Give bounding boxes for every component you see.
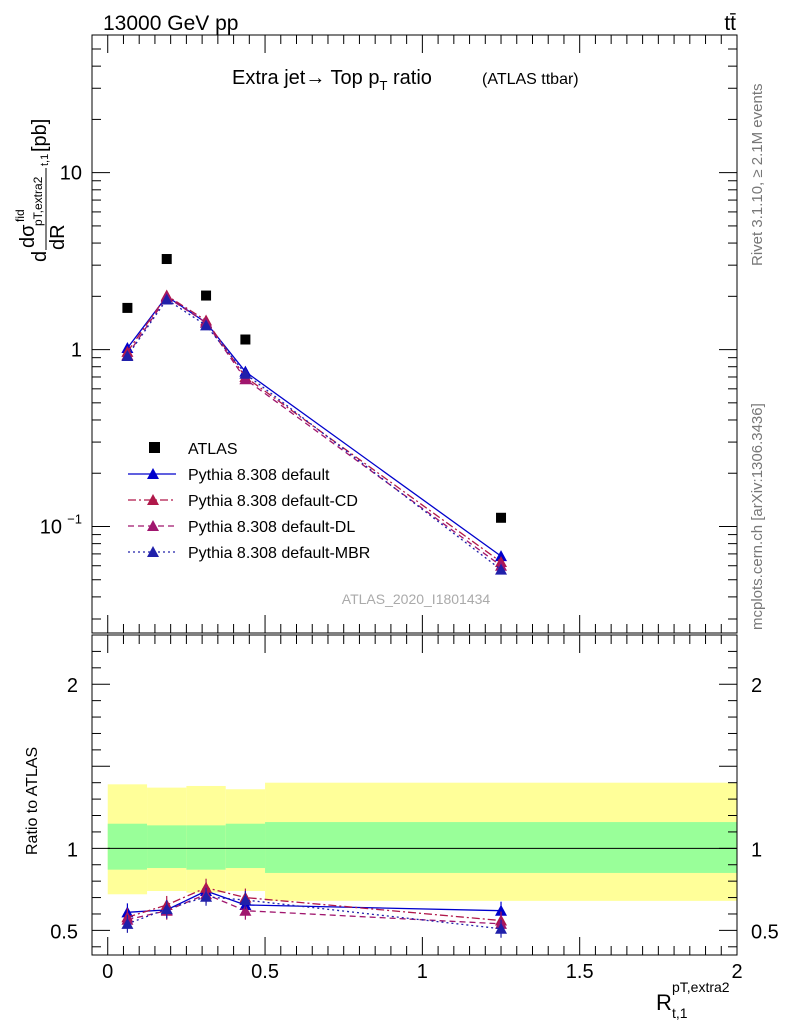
legend-entry: Pythia 8.308 default-CD [128,493,358,510]
series-point [495,550,508,562]
main-y-axis-label: d dσ fid pT,extra2 t,1 dR [pb] [13,119,69,262]
x-tick-label: 0.5 [251,961,279,983]
x-label-sub: t,1 [672,1005,688,1021]
final-state-label: tt̄ [724,12,736,35]
main-panel: 10 −1 1 10 Extra jet→ Top pT ratio (ATLAS t… [13,34,738,634]
x-tick-label: 1 [417,961,428,983]
ratio-series-pythia-8-308-default-mbr [121,887,508,938]
ratio-series-point [239,894,252,906]
series-pythia-8-308-default-mbr [121,293,508,575]
y-label-sub: pT,extra2 [31,176,45,226]
ratio-series-point [121,917,134,929]
x-tick-label: 0 [102,961,113,983]
series-point [495,563,508,575]
legend: ATLAS Pythia 8.308 default Pythia 8.308 de… [128,441,370,562]
uncertainty-band-inner [147,825,187,869]
series-atlas [122,254,507,523]
legend-label: Pythia 8.308 default [188,467,330,484]
data-point [240,334,251,345]
legend-marker [147,494,159,505]
ratio-y-tick-label-right: 0.5 [751,921,779,943]
legend-marker [147,520,159,531]
y-label-d: d [29,251,51,262]
mcplots-label: mcplots.cern.ch [arXiv:1306.3436] [749,403,766,630]
data-point [496,512,507,523]
ratio-y-tick-label-left: 0.5 [50,921,78,943]
y-label-unit: [pb] [29,119,51,152]
chart-title-subscript: T [379,78,387,93]
uncertainty-band-inner [186,825,226,870]
legend-entry: Pythia 8.308 default-MBR [128,545,370,562]
x-tick-label: 1.5 [566,961,594,983]
y-label-dsigma: dσ [17,224,39,248]
legend-entry: ATLAS [149,441,238,458]
y-tick-label: 10 [40,516,62,538]
x-tick-label: 2 [731,961,742,983]
series-point [200,319,213,331]
chart-title: Extra jet→ Top pT ratio [232,67,432,93]
ratio-series-point [495,922,508,934]
series-point [121,349,134,361]
legend-marker [147,546,159,557]
legend-label: Pythia 8.308 default-CD [188,493,358,510]
legend-entry: Pythia 8.308 default-DL [128,519,355,536]
x-label-sup: pT,extra2 [672,979,730,995]
legend-label: Pythia 8.308 default-MBR [188,545,370,562]
main-plot-frame [91,34,738,634]
ratio-panel: 0.5 0.5 1 1 2 2 Ratio to ATLAS 0 0.5 1 1.5 2 R pT… [24,634,779,1021]
ratio-y-tick-label-right: 2 [751,675,762,697]
y-label-fid: fid [13,209,27,222]
chart-title-note: (ATLAS ttbar) [482,71,579,88]
ratio-y-tick-label-left: 1 [67,839,78,861]
ratio-y-tick-label-left: 2 [67,675,78,697]
ratio-plot-frame [91,634,738,956]
ratio-series-point [160,903,173,915]
y-tick-label-exponent: −1 [67,511,82,526]
legend-entry: Pythia 8.308 default [128,467,330,484]
y-tick-label: 10 [60,163,82,185]
process-label: 13000 GeV pp [103,12,238,35]
series-line [126,296,502,567]
uncertainty-band-inner [265,822,737,873]
chart-title-tail: ratio [387,67,431,89]
legend-label: ATLAS [188,441,238,458]
ratio-series-point [495,904,508,916]
data-point [161,254,172,265]
series-point [160,293,173,305]
data-point [122,302,133,313]
legend-marker [147,468,159,479]
legend-label: Pythia 8.308 default-DL [188,519,355,536]
y-label-sub2: t,1 [39,154,51,166]
uncertainty-band-inner [225,823,266,869]
x-label-main: R [656,990,672,1015]
uncertainty-band-inner [107,823,148,870]
rivet-label: Rivet 3.1.10, ≥ 2.1M events [749,84,766,267]
watermark: ATLAS_2020_I1801434 [342,591,491,607]
x-axis-label: R pT,extra2 t,1 [656,979,730,1021]
ratio-y-axis-label: Ratio to ATLAS [24,747,41,855]
series-point [239,367,252,379]
ratio-y-tick-label-right: 1 [751,839,762,861]
y-label-dR: dR [47,224,69,250]
y-tick-label: 1 [71,340,82,362]
data-point [201,290,212,301]
ratio-series-point [200,890,213,902]
ratio-series-point [239,904,252,916]
legend-marker [149,442,160,453]
